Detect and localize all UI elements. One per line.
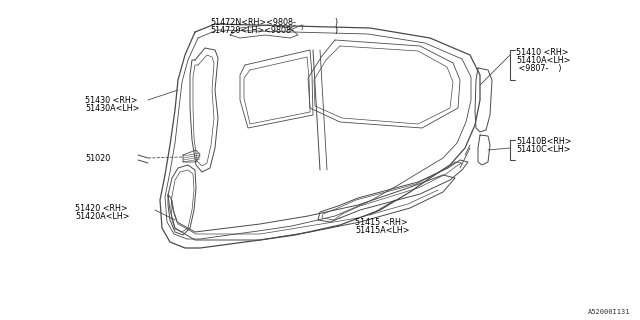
Text: 51415A<LH>: 51415A<LH>	[355, 226, 410, 235]
Text: 51410A<LH>: 51410A<LH>	[516, 56, 570, 65]
Text: ): )	[330, 18, 338, 27]
Text: 51410B<RH>: 51410B<RH>	[516, 137, 572, 146]
Text: 51415 <RH>: 51415 <RH>	[355, 218, 408, 227]
Text: 51020: 51020	[85, 154, 110, 163]
Text: 51472N<RH><9808-: 51472N<RH><9808-	[210, 18, 296, 27]
Text: 51410C<LH>: 51410C<LH>	[516, 145, 570, 154]
Text: ): )	[330, 26, 338, 35]
Text: 51420A<LH>: 51420A<LH>	[75, 212, 129, 221]
Text: A52000I131: A52000I131	[588, 309, 630, 315]
Text: 514720<LH><9808-: 514720<LH><9808-	[210, 26, 294, 35]
Text: 51410 <RH>: 51410 <RH>	[516, 48, 568, 57]
Text: 51430 <RH>: 51430 <RH>	[85, 96, 138, 105]
Text: 51420 <RH>: 51420 <RH>	[75, 204, 127, 213]
Text: <9807-    ): <9807- )	[516, 64, 561, 73]
Text: 51430A<LH>: 51430A<LH>	[85, 104, 140, 113]
